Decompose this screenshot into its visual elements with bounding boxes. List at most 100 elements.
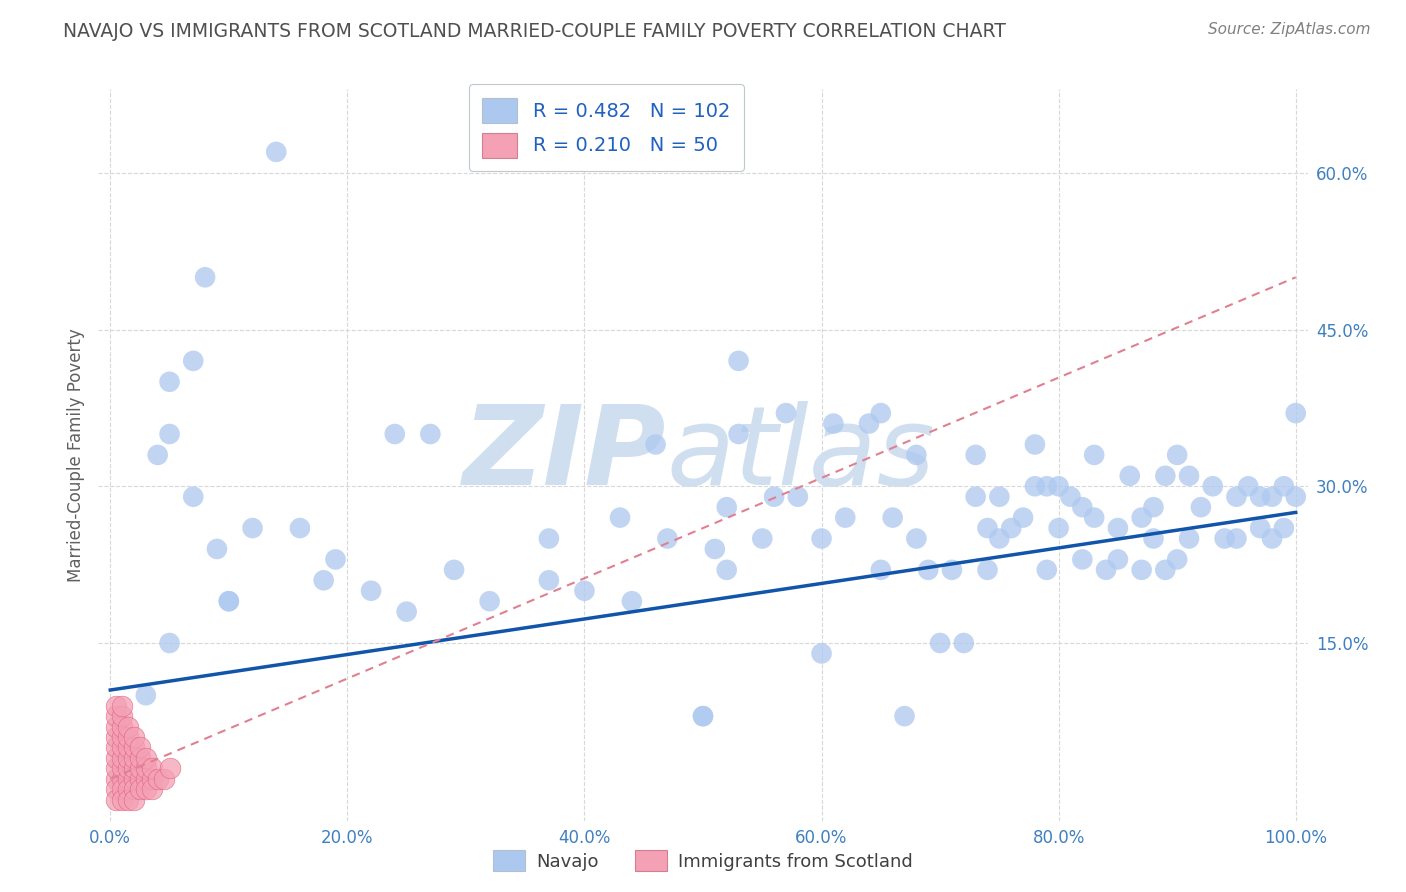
Point — [657, 532, 679, 546]
Point — [122, 761, 145, 775]
Point — [122, 793, 145, 807]
Point — [159, 636, 181, 650]
Point — [763, 490, 786, 504]
Point — [1285, 490, 1308, 504]
Point — [834, 510, 856, 524]
Point — [135, 772, 157, 786]
Point — [105, 740, 128, 755]
Point — [152, 772, 174, 786]
Point — [117, 751, 139, 765]
Point — [775, 406, 797, 420]
Point — [952, 636, 974, 650]
Point — [1024, 437, 1046, 451]
Point — [727, 354, 749, 368]
Point — [905, 532, 928, 546]
Point — [1036, 563, 1059, 577]
Point — [111, 720, 134, 734]
Point — [129, 782, 152, 797]
Point — [105, 720, 128, 734]
Point — [1130, 563, 1153, 577]
Point — [1083, 510, 1105, 524]
Point — [117, 793, 139, 807]
Point — [869, 563, 891, 577]
Text: ZIP: ZIP — [463, 401, 666, 508]
Point — [419, 427, 441, 442]
Point — [869, 406, 891, 420]
Point — [443, 563, 465, 577]
Point — [810, 647, 832, 661]
Point — [242, 521, 264, 535]
Point — [882, 510, 904, 524]
Point — [1095, 563, 1118, 577]
Point — [122, 782, 145, 797]
Point — [105, 751, 128, 765]
Point — [111, 782, 134, 797]
Text: Source: ZipAtlas.com: Source: ZipAtlas.com — [1208, 22, 1371, 37]
Point — [384, 427, 406, 442]
Point — [537, 532, 560, 546]
Point — [988, 532, 1011, 546]
Point — [117, 740, 139, 755]
Point — [1249, 490, 1271, 504]
Point — [205, 541, 228, 556]
Point — [181, 354, 204, 368]
Point — [360, 583, 382, 598]
Point — [1225, 532, 1247, 546]
Point — [129, 751, 152, 765]
Point — [537, 574, 560, 588]
Point — [129, 772, 152, 786]
Point — [1189, 500, 1212, 515]
Point — [111, 709, 134, 723]
Point — [786, 490, 808, 504]
Text: NAVAJO VS IMMIGRANTS FROM SCOTLAND MARRIED-COUPLE FAMILY POVERTY CORRELATION CHA: NAVAJO VS IMMIGRANTS FROM SCOTLAND MARRI… — [63, 22, 1007, 41]
Point — [105, 793, 128, 807]
Point — [751, 532, 773, 546]
Point — [105, 730, 128, 744]
Point — [117, 782, 139, 797]
Point — [1272, 521, 1295, 535]
Point — [135, 761, 157, 775]
Point — [1012, 510, 1035, 524]
Point — [1154, 468, 1177, 483]
Point — [1142, 532, 1164, 546]
Point — [1166, 552, 1188, 566]
Point — [810, 532, 832, 546]
Point — [117, 761, 139, 775]
Point — [976, 521, 998, 535]
Point — [929, 636, 952, 650]
Point — [218, 594, 240, 608]
Point — [111, 793, 134, 807]
Point — [181, 490, 204, 504]
Point — [1178, 532, 1201, 546]
Point — [858, 417, 880, 431]
Point — [111, 698, 134, 713]
Point — [823, 417, 845, 431]
Point — [965, 448, 987, 462]
Point — [122, 740, 145, 755]
Point — [1036, 479, 1059, 493]
Point — [1119, 468, 1142, 483]
Point — [644, 437, 666, 451]
Point — [1213, 532, 1236, 546]
Text: atlas: atlas — [666, 401, 935, 508]
Point — [620, 594, 643, 608]
Point — [692, 709, 714, 723]
Point — [129, 761, 152, 775]
Point — [288, 521, 311, 535]
Point — [122, 751, 145, 765]
Point — [122, 730, 145, 744]
Point — [312, 574, 335, 588]
Point — [893, 709, 915, 723]
Legend: Navajo, Immigrants from Scotland: Navajo, Immigrants from Scotland — [485, 843, 921, 879]
Point — [988, 490, 1011, 504]
Point — [1261, 532, 1284, 546]
Point — [1285, 406, 1308, 420]
Point — [135, 782, 157, 797]
Point — [395, 605, 418, 619]
Point — [1272, 479, 1295, 493]
Point — [917, 563, 939, 577]
Point — [111, 772, 134, 786]
Point — [905, 448, 928, 462]
Point — [111, 740, 134, 755]
Point — [111, 751, 134, 765]
